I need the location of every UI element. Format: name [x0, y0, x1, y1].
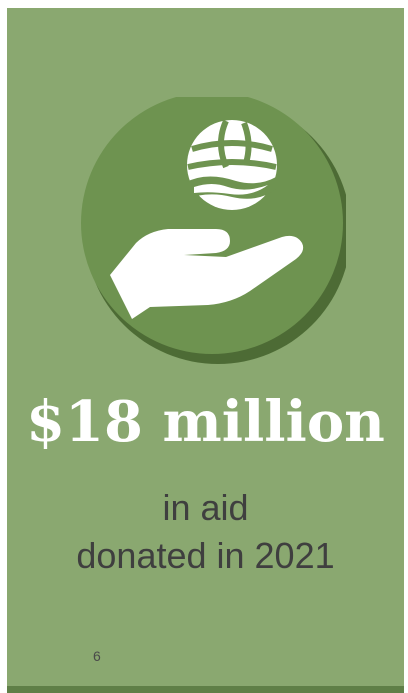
- page-number: 6: [93, 648, 101, 664]
- bottom-border: [7, 686, 404, 693]
- donation-description-line-2: donated in 2021: [76, 535, 335, 576]
- donation-description-line-1: in aid: [162, 487, 249, 528]
- aid-icon-badge: [76, 97, 346, 367]
- hand-holding-globe-icon: [81, 97, 346, 364]
- donation-amount: $18 million: [26, 389, 385, 455]
- globe-icon: [184, 119, 277, 210]
- open-hand-icon: [110, 229, 304, 319]
